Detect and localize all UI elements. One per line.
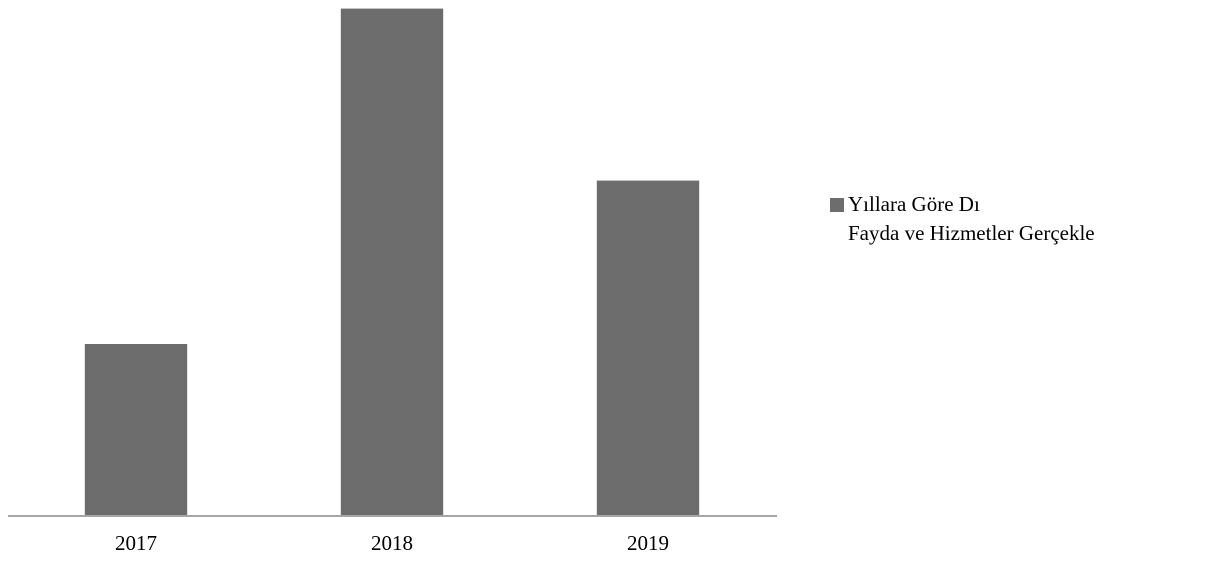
x-tick-label: 2017	[115, 531, 157, 555]
x-tick-label: 2019	[627, 531, 669, 555]
bar	[340, 8, 444, 516]
legend: Yıllara Göre Dı Fayda ve Hizmetler Gerçe…	[830, 190, 1226, 248]
legend-label: Yıllara Göre Dı Fayda ve Hizmetler Gerçe…	[848, 192, 1095, 245]
bar	[84, 344, 188, 516]
x-tick-label: 2018	[371, 531, 413, 555]
bar	[596, 180, 700, 516]
legend-swatch	[830, 198, 844, 212]
